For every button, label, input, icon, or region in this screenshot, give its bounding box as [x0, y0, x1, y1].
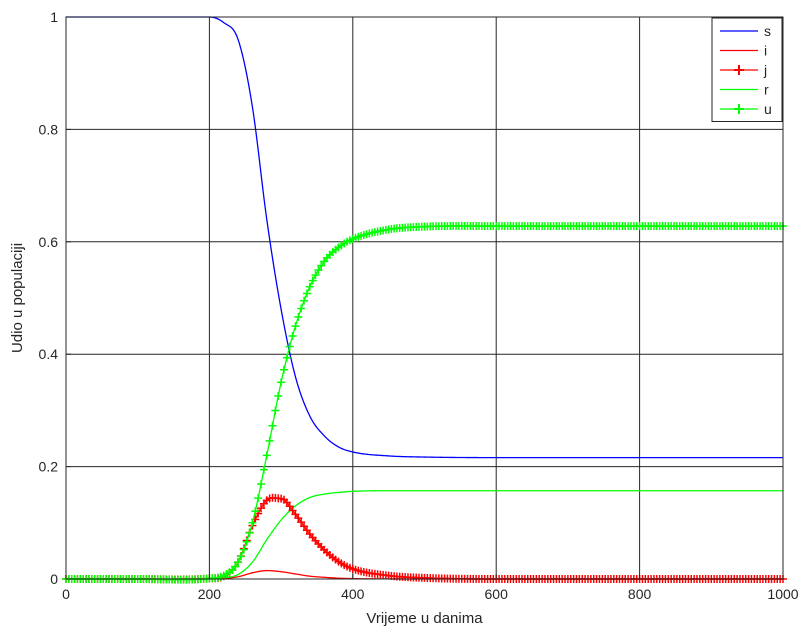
legend-label: s: [764, 23, 771, 39]
legend-item-j: j: [720, 62, 767, 78]
series-markers-u: [62, 221, 787, 584]
y-tick-label: 1: [50, 9, 58, 25]
grid: [66, 17, 783, 579]
x-tick-label: 600: [485, 586, 509, 602]
plot-area: [66, 17, 783, 579]
plot-frame: [65, 16, 784, 580]
series-u: [62, 221, 787, 584]
x-axis-label: Vrijeme u danima: [366, 610, 483, 627]
legend-label: r: [764, 82, 769, 98]
x-tick-label: 1000: [767, 586, 798, 602]
x-tick-label: 200: [198, 586, 222, 602]
y-tick-label: 0.8: [39, 121, 59, 137]
y-tick-label: 0.2: [39, 459, 59, 475]
legend-label: i: [764, 43, 767, 59]
x-tick-label: 400: [341, 586, 365, 602]
y-axis-label: Udio u populaciji: [9, 243, 26, 353]
legend-label: u: [764, 101, 772, 117]
x-tick-label: 800: [628, 586, 652, 602]
legend-item-s: s: [720, 23, 771, 39]
y-tick-label: 0: [50, 571, 58, 587]
x-tick-label: 0: [62, 586, 70, 602]
y-tick-label: 0.6: [39, 234, 59, 250]
ticks: 0 200 400 600 800 1000 0 0.2 0.4 0.6 0.8 1: [39, 9, 799, 602]
legend-label: j: [763, 62, 767, 78]
y-tick-label: 0.4: [39, 346, 59, 362]
legend-item-u: u: [720, 101, 772, 117]
legend-item-r: r: [720, 82, 769, 98]
legend-item-i: i: [720, 43, 767, 59]
